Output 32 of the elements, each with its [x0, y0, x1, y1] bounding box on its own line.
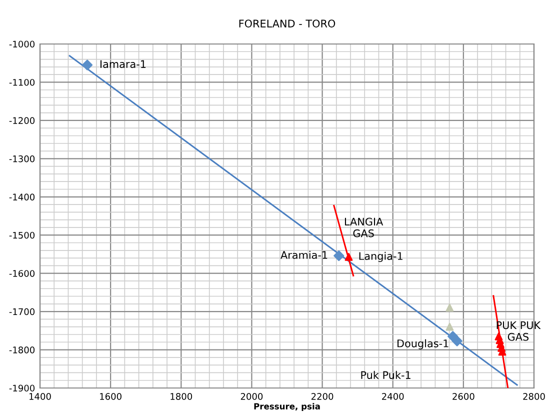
- point: [344, 252, 353, 261]
- y-tick-label: -1400: [9, 194, 35, 200]
- x-tick-label: 1800: [170, 393, 192, 400]
- annotation: Iamara-1: [100, 60, 146, 68]
- x-tick-label: 2800: [523, 393, 545, 400]
- y-tick-label: -1300: [9, 155, 35, 162]
- annotation: Aramia-1: [280, 250, 328, 259]
- chart-title: FORELAND - TORO: [239, 20, 336, 28]
- y-tick-label: -1500: [9, 232, 35, 239]
- x-tick-label: 2400: [382, 393, 404, 400]
- y-tick-label: -1200: [9, 117, 35, 124]
- point: [446, 322, 454, 331]
- x-tick-label: 2200: [311, 393, 334, 400]
- y-tick-label: -1600: [9, 270, 35, 277]
- annotation: Puk Puk-1: [361, 370, 410, 379]
- point: [82, 60, 93, 70]
- point: [452, 336, 462, 346]
- x-axis-title: Pressure, psia: [254, 402, 320, 412]
- point: [446, 304, 454, 312]
- y-tick-label: -1000: [9, 40, 35, 48]
- y-tick-label: -1800: [9, 346, 35, 354]
- x-tick-label: 2000: [240, 393, 263, 400]
- x-tick-label: 2600: [452, 393, 474, 400]
- y-tick-label: -1100: [9, 78, 35, 86]
- point: [334, 250, 344, 262]
- annotation: LANGIA GAS: [344, 218, 384, 238]
- y-tick-label: -1700: [9, 308, 35, 316]
- y-tick-label: -1900: [9, 384, 35, 392]
- annotation: Langia-1: [359, 252, 402, 262]
- x-tick-label: 1600: [100, 393, 122, 400]
- x-tick-label: 1400: [30, 393, 51, 400]
- annotation: Douglas-1: [398, 339, 448, 350]
